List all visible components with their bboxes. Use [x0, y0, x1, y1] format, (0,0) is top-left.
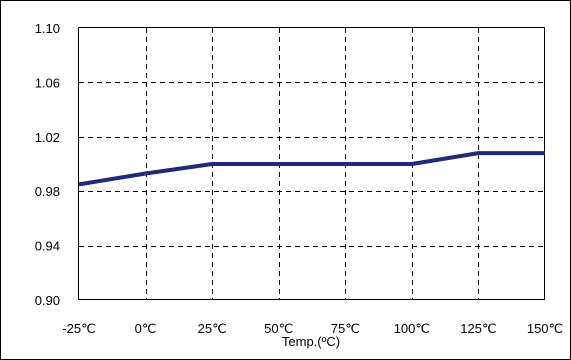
- y-tick-label: 0.90: [35, 293, 60, 308]
- series-line: [78, 151, 545, 187]
- x-tick-label: 150℃: [527, 321, 563, 336]
- x-tick-label: 100℃: [394, 321, 430, 336]
- y-tick-label: 1.02: [35, 130, 60, 145]
- x-tick-label: 50℃: [264, 321, 293, 336]
- y-axis-ticks: 0.90 0.94 0.98 1.02 1.06 1.10: [35, 21, 60, 308]
- series-layer: [78, 151, 545, 187]
- y-tick-label: 0.98: [35, 184, 60, 199]
- x-tick-label: 125℃: [460, 321, 496, 336]
- x-tick-label: 0℃: [135, 321, 157, 336]
- plot-area: [78, 27, 545, 300]
- y-tick-label: 1.06: [35, 75, 60, 90]
- x-axis-title: Temp.(ºC): [282, 334, 340, 349]
- x-axis-ticks: -25℃ 0℃ 25℃ 50℃ 75℃ 100℃ 125℃ 150℃: [62, 321, 563, 336]
- y-tick-label: 0.94: [35, 239, 60, 254]
- x-tick-label: 25℃: [198, 321, 227, 336]
- x-tick-label: -25℃: [62, 321, 95, 336]
- x-tick-label: 75℃: [331, 321, 360, 336]
- y-tick-label: 1.10: [35, 21, 60, 36]
